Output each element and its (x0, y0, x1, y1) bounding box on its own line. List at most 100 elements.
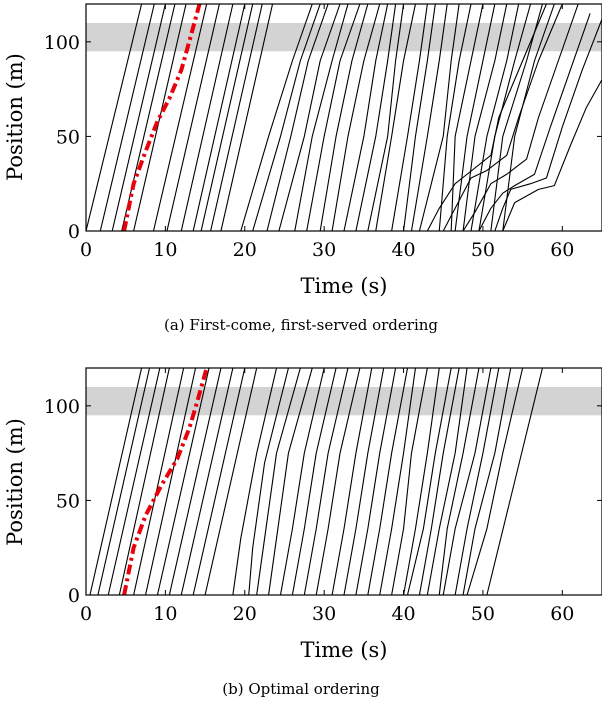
chart-a-ticks: 0 10 20 30 40 50 60 0 50 100 (44, 4, 602, 261)
chart-b-line-12 (248, 368, 289, 595)
chart-a-line-5 (152, 4, 208, 231)
chart-b-line-20 (343, 368, 385, 595)
chart-b-frame (85, 367, 602, 596)
chart-b-xtick-label: 0 (80, 603, 92, 625)
chart-b-line-3 (118, 368, 170, 595)
chart-b-line-26 (406, 368, 452, 595)
chart-b-line-15 (279, 368, 325, 595)
chart-b-line-9 (192, 368, 246, 595)
chart-a-line-18 (319, 4, 369, 231)
chart-b-xtick-label: 50 (471, 603, 495, 625)
chart-a-line-26 (410, 4, 448, 231)
chart-a-ytick-label: 0 (68, 221, 80, 243)
chart-b-line-8 (180, 368, 234, 595)
chart-a-lines (86, 4, 602, 231)
chart-a-line-6 (166, 4, 220, 231)
chart-b-ytick-label: 50 (56, 490, 80, 512)
chart-b-ticks: 0 10 20 30 40 50 60 0 50 100 (44, 368, 602, 625)
chart-b-line-23 (379, 368, 416, 595)
chart-b-band (86, 386, 602, 416)
chart-b-line-28 (426, 368, 468, 595)
chart-a-line-16 (294, 4, 349, 231)
chart-a-xlabel: Time (s) (301, 274, 388, 298)
chart-b-line-10 (204, 368, 258, 595)
chart-a-xtick-label: 60 (550, 239, 574, 261)
chart-a-line-3 (121, 4, 176, 231)
chart-b-lines (89, 368, 543, 595)
chart-a-line-1 (99, 4, 155, 231)
chart-b-line-6 (156, 368, 210, 595)
chart-b-line-27 (418, 368, 460, 595)
chart-b-xtick-label: 60 (550, 603, 574, 625)
chart-a-caption: (a) First-come, first-served ordering (164, 316, 438, 334)
chart-a-xtick-label: 10 (153, 239, 177, 261)
chart-b-xtick-label: 10 (153, 603, 177, 625)
chart-b-line-18 (315, 368, 361, 595)
chart-b-line-14 (268, 368, 313, 595)
chart-a-line-14 (266, 4, 329, 231)
chart-a-line-40 (494, 18, 602, 231)
chart-b-xtick-label: 40 (391, 603, 415, 625)
chart-b-line-33 (466, 368, 524, 595)
chart-a-line-15 (278, 4, 341, 231)
chart-a-line-31 (462, 4, 508, 231)
chart-b-line-2 (107, 368, 161, 595)
chart-a-line-32 (470, 4, 520, 231)
chart-a-line-39 (478, 13, 591, 231)
chart-b-line-21 (355, 368, 397, 595)
chart-a-line-21 (355, 4, 397, 231)
chart-a-xtick-label: 50 (471, 239, 495, 261)
chart-a-line-7 (180, 4, 234, 231)
chart-a-ylabel: Position (m) (3, 53, 27, 181)
chart-a-line-28 (438, 4, 472, 231)
chart-a-line-36 (426, 4, 547, 231)
chart-a-line-8 (192, 4, 246, 231)
chart-a-line-35 (502, 4, 555, 231)
chart-b-line-16 (291, 368, 337, 595)
chart-b-highlight-line (122, 368, 209, 595)
chart-b-line-24 (391, 368, 428, 595)
chart-b-ylabel: Position (m) (3, 418, 27, 546)
chart-b: 0 10 20 30 40 50 60 0 50 100 Time (s) Position (m… (3, 367, 602, 698)
chart-b-line-1 (97, 368, 151, 595)
chart-b-xlabel: Time (s) (301, 638, 388, 662)
chart-b-xtick-label: 30 (312, 603, 336, 625)
chart-b-line-32 (462, 368, 512, 595)
chart-b-line-7 (168, 368, 222, 595)
chart-b-line-22 (367, 368, 409, 595)
chart-a-line-29 (450, 4, 484, 231)
chart-a-line-19 (331, 4, 381, 231)
chart-b-line-25 (402, 368, 440, 595)
chart-a: 0 10 20 30 40 50 60 0 50 100 Time (s) Position (m… (3, 3, 602, 334)
chart-a-line-9 (200, 4, 254, 231)
chart-b-line-30 (442, 368, 492, 595)
chart-a-line-10 (210, 4, 263, 231)
chart-b-line-0 (89, 368, 143, 595)
chart-a-line-22 (367, 4, 405, 231)
chart-a-line-24 (391, 4, 428, 231)
chart-a-line-11 (220, 4, 274, 231)
chart-a-xtick-label: 0 (80, 239, 92, 261)
chart-a-ytick-label: 50 (56, 126, 80, 148)
chart-b-line-4 (133, 368, 185, 595)
chart-a-line-23 (375, 4, 416, 231)
chart-a-line-38 (462, 4, 579, 231)
chart-b-caption: (b) Optimal ordering (222, 680, 380, 698)
chart-b-line-31 (454, 368, 500, 595)
chart-a-line-2 (111, 4, 166, 231)
chart-a-line-25 (402, 4, 436, 231)
chart-a-highlight-line (122, 4, 202, 231)
chart-b-line-34 (486, 368, 543, 595)
chart-b-ytick-label: 100 (44, 396, 80, 418)
chart-a-xtick-label: 40 (391, 239, 415, 261)
chart-a-line-37 (442, 4, 563, 231)
chart-b-line-13 (256, 368, 301, 595)
chart-b-line-17 (303, 368, 349, 595)
chart-a-line-41 (502, 79, 602, 231)
chart-a-ytick-label: 100 (44, 32, 80, 54)
chart-a-frame (85, 3, 602, 232)
chart-a-band (86, 22, 602, 52)
chart-a-xtick-label: 20 (233, 239, 257, 261)
chart-a-line-27 (418, 4, 460, 231)
